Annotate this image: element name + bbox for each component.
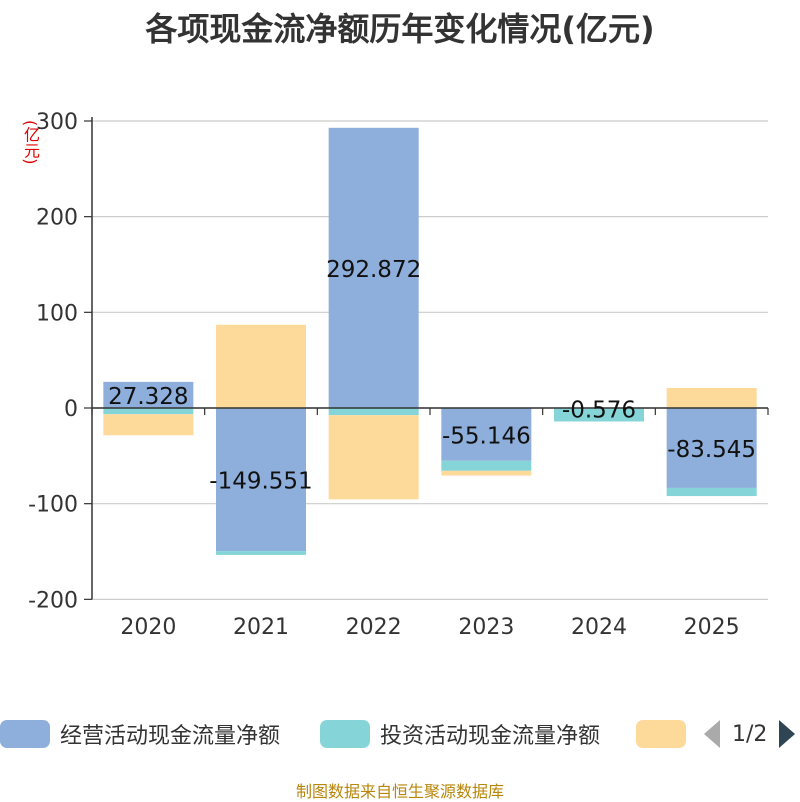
bar-series2-2020 (103, 414, 194, 436)
legend-item-operating[interactable]: 经营活动现金流量净额 (0, 716, 280, 752)
chart-title: 各项现金流净额历年变化情况(亿元) (145, 10, 655, 48)
xtick-label-2023: 2023 (458, 615, 514, 640)
data-label-2021: -149.551 (209, 469, 312, 495)
legend-swatch-financing (636, 720, 686, 748)
bar-series0-2020 (103, 381, 194, 408)
bar-series1-2020 (103, 408, 194, 415)
ytick-label-100: 100 (36, 301, 78, 326)
bar-series2-2022 (328, 415, 419, 500)
bars (103, 127, 757, 555)
bar-series1-2025 (666, 487, 757, 497)
ytick-label--100: -100 (28, 493, 78, 518)
data-label-2025: -83.545 (667, 437, 756, 463)
xtick-label-2024: 2024 (571, 615, 627, 640)
data-label-2022: 292.872 (326, 257, 421, 283)
legend: 经营活动现金流量净额 投资活动现金流量净额 1/2 (0, 716, 800, 752)
bar-series2-2023 (441, 470, 532, 476)
xtick-label-2021: 2021 (233, 615, 289, 640)
ytick-label--200: -200 (28, 588, 78, 613)
data-labels: 27.328 -149.551 292.872 -55.146 -0.576 -83.54… (108, 257, 756, 495)
legend-swatch-investing (320, 720, 370, 748)
data-source-note: 制图数据来自恒生聚源数据库 (295, 782, 504, 801)
bar-series0-2021 (216, 408, 306, 552)
bar-series2-2021 (216, 324, 306, 408)
bar-series1-2022 (328, 408, 419, 416)
legend-prev-page-icon[interactable] (704, 720, 720, 748)
xtick-label-2025: 2025 (684, 615, 740, 640)
legend-pager: 1/2 (704, 716, 796, 752)
legend-next-page-icon[interactable] (779, 720, 796, 748)
y-axis-tick-labels: -200 -100 0 100 200 300 (28, 110, 78, 613)
grid-lines (84, 120, 768, 600)
data-label-2024: -0.576 (562, 397, 636, 423)
legend-label-operating: 经营活动现金流量净额 (60, 724, 281, 749)
x-axis-tick-labels: 2020 2021 2022 2023 2024 2025 (120, 615, 739, 640)
xtick-label-2022: 2022 (346, 615, 402, 640)
legend-item-financing[interactable] (636, 716, 696, 752)
bar-series0-2023 (441, 408, 532, 461)
legend-item-investing[interactable]: 投资活动现金流量净额 (320, 716, 600, 752)
y-axis-unit-label: (亿元) (21, 120, 40, 165)
ytick-label-0: 0 (64, 397, 78, 422)
ytick-label-300: 300 (36, 110, 78, 135)
data-label-2023: -55.146 (442, 423, 531, 449)
axes (91, 116, 769, 600)
bar-series1-2024 (554, 408, 644, 422)
legend-label-investing: 投资活动现金流量净额 (380, 724, 601, 749)
bar-series1-2021 (216, 551, 306, 555)
bar-series0-2025 (666, 408, 757, 488)
legend-page-indicator: 1/2 (732, 721, 768, 747)
bar-series2-2025 (666, 387, 757, 408)
bar-series0-2022 (328, 127, 419, 408)
bar-series1-2023 (441, 460, 532, 471)
legend-swatch-operating (0, 720, 50, 748)
ytick-label-200: 200 (36, 206, 78, 231)
xtick-label-2020: 2020 (120, 615, 176, 640)
data-label-2020: 27.328 (108, 384, 188, 410)
